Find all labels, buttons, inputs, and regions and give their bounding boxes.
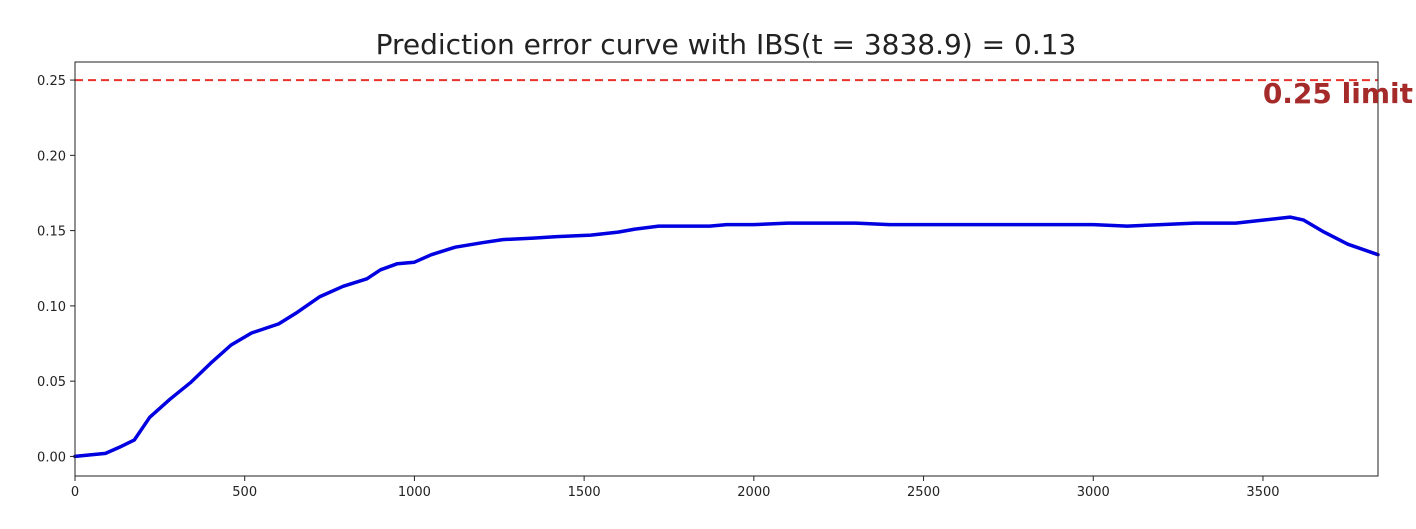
x-tick-label: 1500 [568, 485, 601, 500]
y-tick-label: 0.00 [37, 450, 66, 465]
limit-label: 0.25 limit [1263, 77, 1413, 110]
series-line-0 [73, 215, 1380, 459]
x-tick-label: 3500 [1246, 485, 1279, 500]
x-tick-label: 2000 [737, 485, 770, 500]
x-tick-label: 3000 [1077, 485, 1110, 500]
axes-frame [74, 61, 1379, 477]
chart-title: Prediction error curve with IBS(t = 3838… [376, 28, 1077, 61]
axes: 0 500 1000 1500 2000 2500 3000 3500 0.00 0.05 0.10… [37, 61, 1379, 500]
y-tick-label: 0.25 [37, 74, 66, 89]
x-tick-label: 0 [71, 485, 79, 500]
y-tick-label: 0.15 [37, 225, 66, 240]
y-tick-label: 0.10 [37, 300, 66, 315]
plot-area [73, 79, 1380, 459]
x-tick-label: 1000 [398, 485, 431, 500]
y-tick-label: 0.20 [37, 149, 66, 164]
x-tick-label: 500 [232, 485, 257, 500]
x-tick-label: 2500 [907, 485, 940, 500]
y-tick-label: 0.05 [37, 375, 66, 390]
